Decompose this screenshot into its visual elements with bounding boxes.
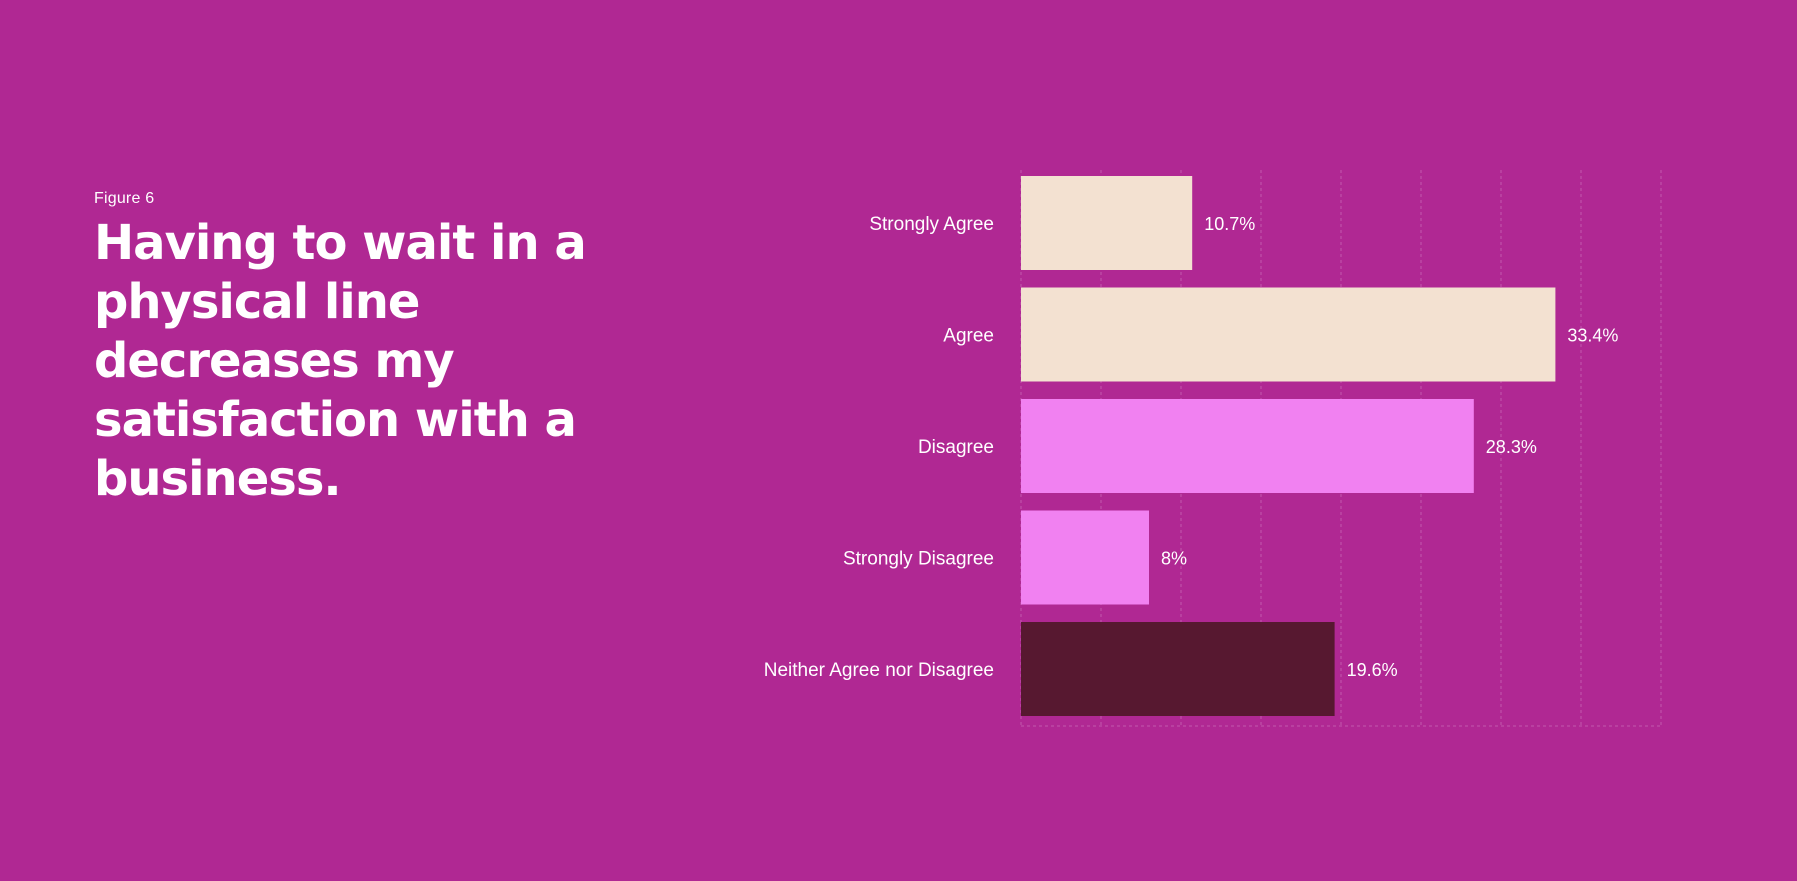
category-label: Strongly Agree xyxy=(869,214,994,235)
bar-agree xyxy=(1021,287,1556,382)
value-label: 10.7% xyxy=(1204,214,1255,234)
category-label: Disagree xyxy=(918,437,994,458)
value-label: 28.3% xyxy=(1486,437,1537,457)
category-labels: Strongly Agree Agree Disagree Strongly Disa… xyxy=(764,214,994,681)
value-label: 8% xyxy=(1161,549,1187,569)
value-label: 33.4% xyxy=(1567,326,1618,346)
bar-strongly-agree xyxy=(1021,176,1193,270)
value-label: 19.6% xyxy=(1347,660,1398,680)
category-label: Strongly Disagree xyxy=(843,549,994,570)
bars xyxy=(1021,176,1556,716)
bar-strongly-disagree xyxy=(1021,510,1149,605)
category-label: Neither Agree nor Disagree xyxy=(764,660,994,681)
figure-label: Figure 6 xyxy=(94,190,155,207)
value-labels: 10.7% 33.4% 28.3% 8% 19.6% xyxy=(1161,214,1618,680)
bar-neither-agree-nor-disagree xyxy=(1021,622,1335,716)
bar-disagree xyxy=(1021,399,1474,493)
category-label: Agree xyxy=(943,326,994,347)
chart-headline: Having to wait in a physical line decrea… xyxy=(94,215,587,507)
